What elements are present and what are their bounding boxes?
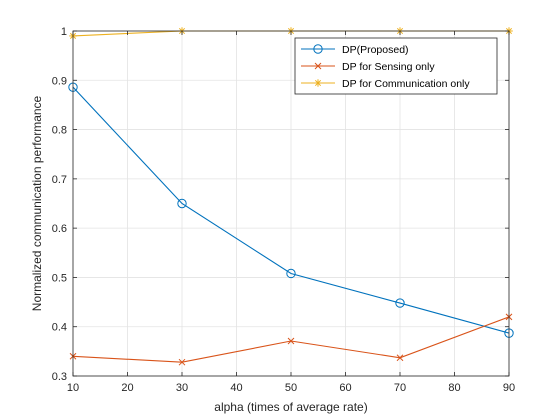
y-tick-label: 0.7 [52,174,67,186]
marker-stroke [287,337,295,345]
x-tick-label: 50 [285,382,297,394]
marker-stroke [314,79,322,87]
legend-marker [314,79,322,87]
x-tick-label: 10 [67,382,79,394]
data-point-marker [287,337,295,345]
marker-stroke [314,62,322,70]
axis-ticks: 10 20 30 40 50 60 70 80 90 0.3 0.4 0.5 0.6 0.7 0.8 0.9 1 [52,26,515,394]
x-tick-label: 30 [176,382,188,394]
data-point-marker [395,298,405,308]
y-tick-label: 0.4 [52,322,67,334]
x-tick-label: 70 [394,382,406,394]
legend-entry-dp-for-communication-only: DP for Communication only [301,78,470,90]
legend-label: DP for Communication only [342,78,470,90]
legend: DP(Proposed) DP for Sensing only DP for Co… [294,37,498,95]
legend-marker [314,62,322,70]
x-tick-label: 80 [448,382,460,394]
y-tick-label: 0.9 [52,75,67,87]
x-tick-label: 60 [339,382,351,394]
x-tick-label: 20 [121,382,133,394]
marker-stroke [396,354,404,362]
legend-label: DP(Proposed) [342,44,409,56]
y-tick-label: 1 [61,26,67,38]
legend-entry-dp-proposed: DP(Proposed) [301,44,409,56]
y-tick-label: 0.3 [52,371,67,383]
y-axis-title: Normalized communication performance [30,95,44,311]
x-tick-label: 90 [503,382,515,394]
legend-marker [313,44,323,54]
legend-entry-dp-for-sensing-only: DP for Sensing only [301,61,435,73]
data-point-marker [286,268,296,279]
y-tick-label: 0.6 [52,223,67,235]
x-tick-label: 40 [230,382,242,394]
y-tick-label: 0.8 [52,125,67,137]
data-point-marker [177,198,187,209]
data-point-marker [178,358,186,366]
data-point-marker [396,354,404,362]
x-axis-title: alpha (times of average rate) [214,400,367,414]
marker-stroke [178,358,186,366]
series-line [72,86,510,334]
legend-label: DP for Sensing only [342,61,435,73]
y-tick-label: 0.5 [52,272,67,284]
